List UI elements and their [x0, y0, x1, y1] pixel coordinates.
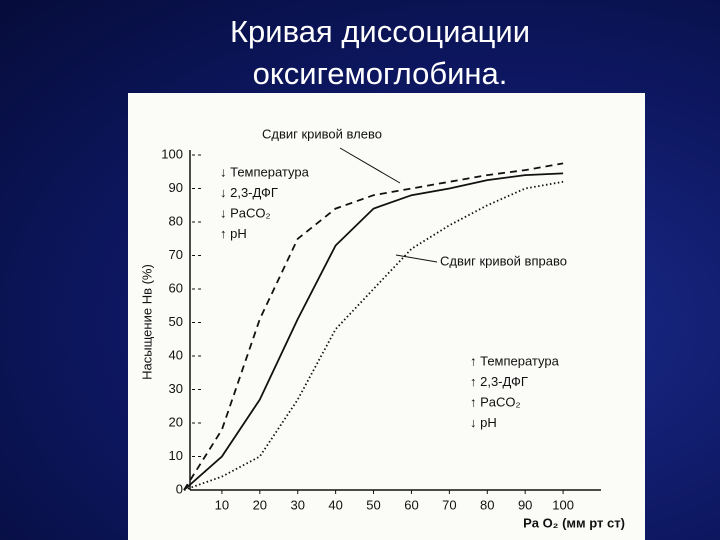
y-tick-label: 90	[169, 180, 183, 195]
x-tick-label: 80	[480, 497, 494, 512]
x-tick-label: 40	[328, 497, 342, 512]
factor-label: ↓ pH	[470, 415, 497, 430]
curve	[183, 180, 564, 491]
y-tick-label: 40	[169, 347, 183, 362]
x-tick-label: 50	[366, 497, 380, 512]
annotation-pointer	[395, 254, 438, 263]
factor-label: ↓ Температура	[220, 164, 310, 179]
y-axis-title: Насыщение Нв (%)	[139, 264, 154, 380]
y-tick-label: 80	[169, 213, 183, 228]
annotation: Сдвиг кривой вправо	[440, 253, 567, 268]
x-tick-label: 100	[552, 497, 574, 512]
x-tick-label: 20	[253, 497, 267, 512]
y-tick-label: 30	[169, 381, 183, 396]
factor-label: ↑ PaCO₂	[470, 394, 521, 409]
y-tick-label: 60	[169, 280, 183, 295]
chart-background	[128, 93, 645, 540]
annotation-pointer	[339, 147, 401, 184]
curve	[183, 172, 564, 491]
curve	[183, 162, 564, 491]
y-tick-label: 70	[169, 247, 183, 262]
factor-label: ↓ PaCO₂	[220, 205, 271, 220]
x-tick-label: 30	[290, 497, 304, 512]
y-tick-label: 10	[169, 448, 183, 463]
factor-label: ↑ 2,3-ДФГ	[470, 374, 528, 389]
annotation: Сдвиг кривой влево	[262, 126, 382, 141]
slide-title: Кривая диссоциации	[229, 14, 531, 49]
x-tick-label: 90	[518, 497, 532, 512]
y-tick-label: 50	[169, 314, 183, 329]
y-tick-label: 20	[169, 414, 183, 429]
x-tick-label: 60	[404, 497, 418, 512]
slide-title: оксигемоглобина.	[252, 56, 508, 91]
y-tick-label: 100	[161, 146, 183, 161]
x-axis-title: Pa O₂ (мм рт ст)	[523, 515, 625, 530]
factor-label: ↑ Температура	[470, 353, 560, 368]
factor-label: ↑ pH	[220, 226, 247, 241]
x-tick-label: 10	[215, 497, 229, 512]
factor-label: ↓ 2,3-ДФГ	[220, 185, 278, 200]
x-tick-label: 70	[442, 497, 456, 512]
y-tick-label: 0	[176, 481, 183, 496]
